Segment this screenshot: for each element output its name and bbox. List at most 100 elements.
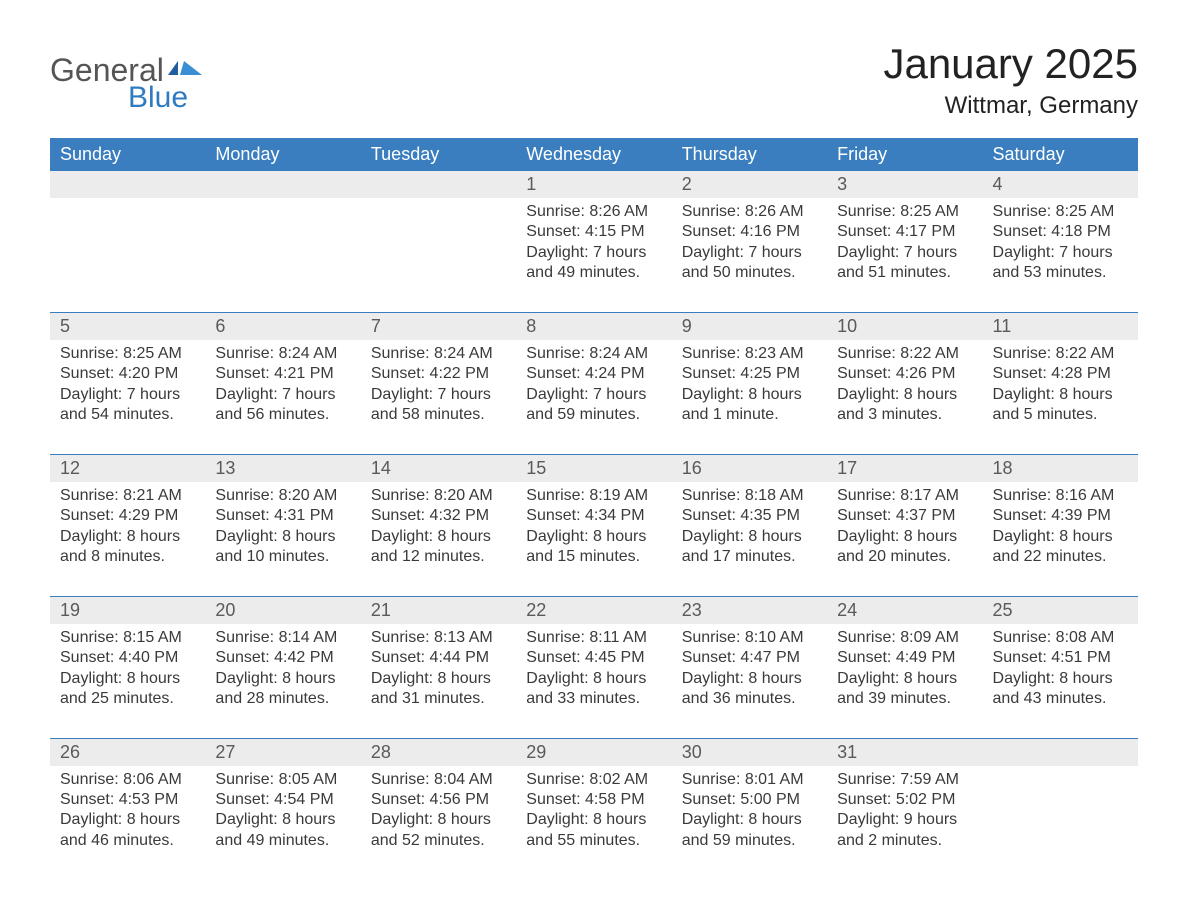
day-number: 25 — [983, 597, 1138, 624]
day-number: 31 — [827, 739, 982, 766]
daylight1-text: Daylight: 7 hours — [993, 243, 1128, 263]
daylight1-text: Daylight: 8 hours — [682, 810, 817, 830]
day-number: 30 — [672, 739, 827, 766]
daylight1-text: Daylight: 8 hours — [837, 669, 972, 689]
sunrise-text: Sunrise: 8:16 AM — [993, 486, 1128, 506]
daylight2-text: and 58 minutes. — [371, 405, 506, 425]
daylight1-text: Daylight: 8 hours — [682, 385, 817, 405]
day-number: 26 — [50, 739, 205, 766]
day-number — [205, 171, 360, 198]
daylight1-text: Daylight: 8 hours — [371, 810, 506, 830]
day-number: 22 — [516, 597, 671, 624]
daylight2-text: and 51 minutes. — [837, 263, 972, 283]
daylight2-text: and 10 minutes. — [215, 547, 350, 567]
daylight2-text: and 43 minutes. — [993, 689, 1128, 709]
day-cell: Sunrise: 8:26 AMSunset: 4:15 PMDaylight:… — [516, 198, 671, 284]
weekday-header: Friday — [827, 138, 982, 171]
day-number: 11 — [983, 313, 1138, 340]
daylight2-text: and 49 minutes. — [215, 831, 350, 851]
daylight2-text: and 56 minutes. — [215, 405, 350, 425]
page-header: General Blue January 2025 Wittmar, Germa… — [50, 40, 1138, 120]
daylight2-text: and 59 minutes. — [526, 405, 661, 425]
sunrise-text: Sunrise: 8:17 AM — [837, 486, 972, 506]
daylight1-text: Daylight: 8 hours — [837, 527, 972, 547]
sunrise-text: Sunrise: 8:23 AM — [682, 344, 817, 364]
title-block: January 2025 Wittmar, Germany — [883, 40, 1138, 120]
sunset-text: Sunset: 4:45 PM — [526, 648, 661, 668]
day-number: 8 — [516, 313, 671, 340]
sunrise-text: Sunrise: 8:14 AM — [215, 628, 350, 648]
weekday-header: Wednesday — [516, 138, 671, 171]
day-cell: Sunrise: 8:04 AMSunset: 4:56 PMDaylight:… — [361, 766, 516, 852]
sunset-text: Sunset: 4:54 PM — [215, 790, 350, 810]
logo: General Blue — [50, 52, 202, 115]
daylight1-text: Daylight: 8 hours — [682, 527, 817, 547]
daylight2-text: and 31 minutes. — [371, 689, 506, 709]
sunrise-text: Sunrise: 8:22 AM — [993, 344, 1128, 364]
calendar-page: General Blue January 2025 Wittmar, Germa… — [0, 0, 1188, 891]
sunset-text: Sunset: 4:44 PM — [371, 648, 506, 668]
day-cell: Sunrise: 8:26 AMSunset: 4:16 PMDaylight:… — [672, 198, 827, 284]
day-cell: Sunrise: 8:24 AMSunset: 4:22 PMDaylight:… — [361, 340, 516, 426]
day-number — [361, 171, 516, 198]
day-number — [983, 739, 1138, 766]
day-content-row: Sunrise: 8:21 AMSunset: 4:29 PMDaylight:… — [50, 482, 1138, 596]
daylight2-text: and 49 minutes. — [526, 263, 661, 283]
daylight1-text: Daylight: 7 hours — [526, 243, 661, 263]
weekday-header: Monday — [205, 138, 360, 171]
sunrise-text: Sunrise: 8:09 AM — [837, 628, 972, 648]
daylight2-text: and 50 minutes. — [682, 263, 817, 283]
sunset-text: Sunset: 4:42 PM — [215, 648, 350, 668]
daylight2-text: and 39 minutes. — [837, 689, 972, 709]
sunset-text: Sunset: 4:53 PM — [60, 790, 195, 810]
calendar-week: 19202122232425Sunrise: 8:15 AMSunset: 4:… — [50, 596, 1138, 738]
daylight2-text: and 36 minutes. — [682, 689, 817, 709]
day-cell: Sunrise: 8:22 AMSunset: 4:26 PMDaylight:… — [827, 340, 982, 426]
sunset-text: Sunset: 4:34 PM — [526, 506, 661, 526]
weekday-header: Thursday — [672, 138, 827, 171]
day-number: 24 — [827, 597, 982, 624]
daylight2-text: and 25 minutes. — [60, 689, 195, 709]
day-number: 14 — [361, 455, 516, 482]
day-content-row: Sunrise: 8:15 AMSunset: 4:40 PMDaylight:… — [50, 624, 1138, 738]
day-number: 15 — [516, 455, 671, 482]
calendar-grid: Sunday Monday Tuesday Wednesday Thursday… — [50, 138, 1138, 861]
day-cell: Sunrise: 8:14 AMSunset: 4:42 PMDaylight:… — [205, 624, 360, 710]
sunset-text: Sunset: 4:24 PM — [526, 364, 661, 384]
day-cell: Sunrise: 8:25 AMSunset: 4:17 PMDaylight:… — [827, 198, 982, 284]
day-cell — [361, 198, 516, 284]
daylight2-text: and 1 minute. — [682, 405, 817, 425]
daylight1-text: Daylight: 8 hours — [526, 669, 661, 689]
day-cell: Sunrise: 8:25 AMSunset: 4:20 PMDaylight:… — [50, 340, 205, 426]
sunset-text: Sunset: 4:39 PM — [993, 506, 1128, 526]
daylight2-text: and 54 minutes. — [60, 405, 195, 425]
daylight2-text: and 53 minutes. — [993, 263, 1128, 283]
sunrise-text: Sunrise: 8:24 AM — [526, 344, 661, 364]
daylight2-text: and 2 minutes. — [837, 831, 972, 851]
day-number: 6 — [205, 313, 360, 340]
day-cell: Sunrise: 8:23 AMSunset: 4:25 PMDaylight:… — [672, 340, 827, 426]
day-cell: Sunrise: 8:02 AMSunset: 4:58 PMDaylight:… — [516, 766, 671, 852]
sunset-text: Sunset: 4:35 PM — [682, 506, 817, 526]
sunset-text: Sunset: 4:22 PM — [371, 364, 506, 384]
daylight1-text: Daylight: 9 hours — [837, 810, 972, 830]
daylight2-text: and 33 minutes. — [526, 689, 661, 709]
daylight1-text: Daylight: 8 hours — [837, 385, 972, 405]
sunset-text: Sunset: 4:31 PM — [215, 506, 350, 526]
daylight1-text: Daylight: 8 hours — [371, 669, 506, 689]
sunrise-text: Sunrise: 8:10 AM — [682, 628, 817, 648]
day-cell: Sunrise: 8:25 AMSunset: 4:18 PMDaylight:… — [983, 198, 1138, 284]
day-cell: Sunrise: 8:05 AMSunset: 4:54 PMDaylight:… — [205, 766, 360, 852]
day-number — [50, 171, 205, 198]
day-number: 20 — [205, 597, 360, 624]
day-cell: Sunrise: 8:20 AMSunset: 4:31 PMDaylight:… — [205, 482, 360, 568]
daylight1-text: Daylight: 7 hours — [682, 243, 817, 263]
sunset-text: Sunset: 4:51 PM — [993, 648, 1128, 668]
day-cell — [205, 198, 360, 284]
day-number-row: 19202122232425 — [50, 597, 1138, 624]
day-cell: Sunrise: 8:22 AMSunset: 4:28 PMDaylight:… — [983, 340, 1138, 426]
sunrise-text: Sunrise: 8:06 AM — [60, 770, 195, 790]
sunset-text: Sunset: 4:56 PM — [371, 790, 506, 810]
sunrise-text: Sunrise: 8:25 AM — [837, 202, 972, 222]
sunrise-text: Sunrise: 8:01 AM — [682, 770, 817, 790]
